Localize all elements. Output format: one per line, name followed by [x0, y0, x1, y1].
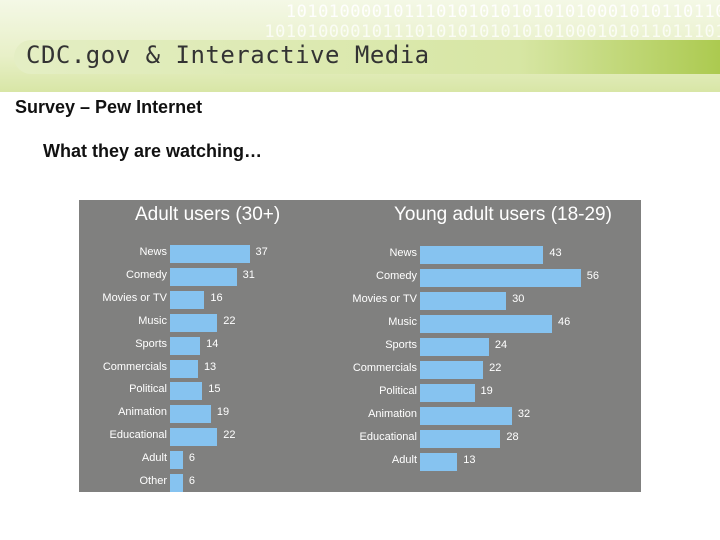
data-label: 22: [223, 429, 236, 442]
category-label: Adult: [391, 454, 417, 466]
category-label: Animation: [368, 408, 417, 420]
data-label: 32: [517, 408, 531, 420]
bar: [170, 474, 183, 492]
category-label: Comedy: [376, 270, 417, 282]
category-label: Comedy: [126, 268, 167, 281]
bar: [170, 267, 237, 286]
bar: [420, 384, 475, 402]
category-label: Sports: [385, 339, 417, 351]
data-label: 14: [206, 337, 219, 350]
data-label: 22: [489, 362, 502, 374]
bar: [420, 269, 581, 287]
bar: [420, 292, 507, 310]
category-label: Adult: [141, 452, 167, 465]
bar: [170, 382, 203, 401]
data-label: 16: [210, 291, 223, 304]
slide-heading: What they are watching…: [43, 141, 263, 161]
bar: [170, 359, 198, 378]
data-label: 31: [242, 268, 255, 281]
category-label: News: [389, 247, 417, 259]
data-label: 46: [558, 316, 571, 328]
bar: [420, 315, 553, 333]
data-label: 43: [549, 247, 562, 259]
data-label: 19: [480, 385, 493, 397]
category-label: Other: [139, 475, 167, 487]
data-label: 56: [586, 270, 599, 282]
data-label: 19: [216, 406, 230, 419]
data-label: 22: [223, 314, 236, 327]
data-label: 15: [208, 383, 221, 396]
bar: [420, 430, 501, 448]
bar: [170, 428, 218, 447]
binary-decoration: 1010100001011101010101010101000101011011…: [264, 22, 720, 42]
data-label: 30: [512, 293, 525, 305]
category-label: Educational: [109, 429, 168, 442]
data-label: 24: [494, 339, 508, 351]
bar: [170, 405, 211, 424]
bar: [170, 313, 218, 332]
category-label: News: [139, 246, 167, 258]
bar: [420, 338, 489, 356]
chart-panel: Adult users (30+) Young adult users (18-…: [79, 200, 641, 492]
data-label: 13: [203, 360, 217, 373]
chart-title-adult: Adult users (30+): [135, 204, 281, 225]
data-label: 6: [188, 475, 196, 487]
bar: [420, 407, 512, 425]
slide-subtitle: Survey – Pew Internet: [15, 97, 203, 117]
category-label: Political: [379, 385, 417, 397]
bar: [420, 453, 458, 471]
data-label: 13: [463, 454, 476, 466]
category-label: Educational: [359, 431, 418, 443]
bar: [170, 451, 183, 470]
category-label: Sports: [135, 337, 167, 350]
category-label: Commercials: [102, 360, 167, 373]
chart-title-young-adult: Young adult users (18-29): [394, 204, 612, 225]
bar: [420, 361, 484, 379]
bar: [170, 290, 205, 309]
bar: [420, 246, 544, 264]
category-label: Animation: [118, 406, 167, 419]
data-label: 37: [255, 246, 268, 258]
bar: [170, 336, 201, 355]
slide-header: 1010100001011101010101010101000101011011…: [0, 0, 720, 92]
category-label: Movies or TV: [102, 291, 167, 304]
data-label: 6: [188, 452, 196, 465]
data-label: 28: [506, 431, 519, 443]
category-label: Political: [129, 383, 167, 396]
title-bar: [14, 40, 720, 74]
binary-decoration: 1010100001011101010101010101000101011011…: [285, 2, 720, 22]
category-label: Commercials: [352, 362, 417, 374]
header-title: CDC.gov & Interactive Media: [26, 41, 430, 69]
category-label: Movies or TV: [352, 293, 417, 305]
category-label: Music: [138, 314, 167, 327]
category-label: Music: [388, 316, 417, 328]
bar: [170, 245, 250, 263]
